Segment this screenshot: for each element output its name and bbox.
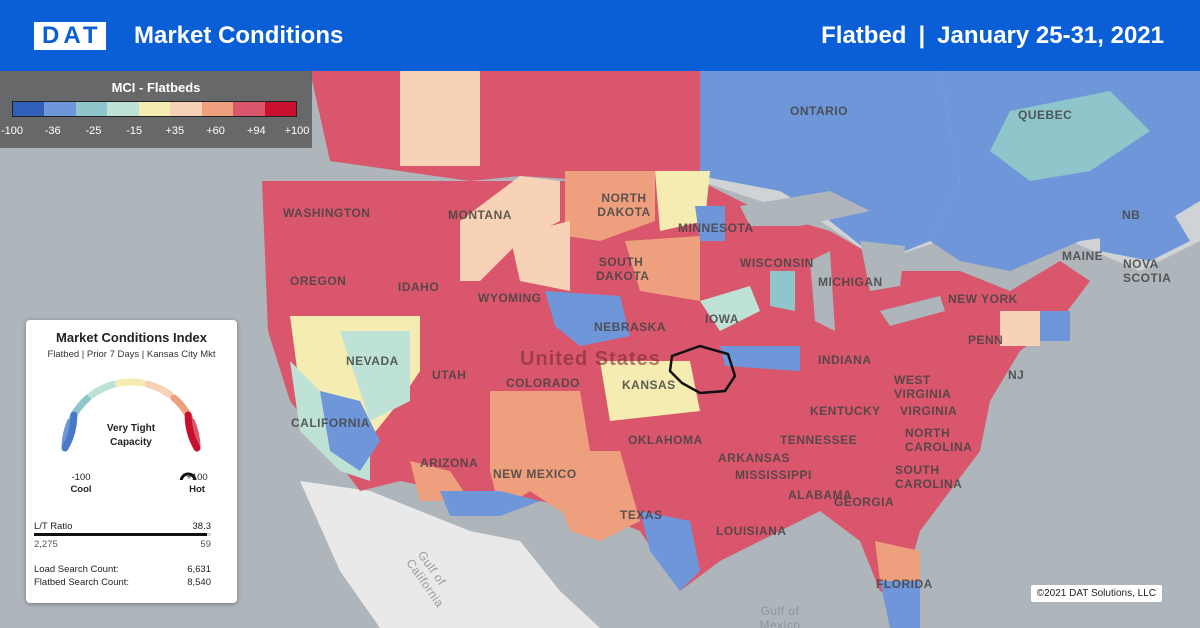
region-ontario[interactable]	[700, 71, 960, 261]
region-north-dakota[interactable]	[565, 171, 655, 241]
lt-ratio-value: 38.3	[192, 521, 212, 532]
lt-trucks: 59	[200, 539, 211, 550]
region-wyoming-north[interactable]	[510, 221, 570, 291]
gauge-min: -100 Cool	[66, 472, 96, 496]
legend-swatch	[233, 102, 265, 116]
page-title: Market Conditions	[134, 22, 344, 49]
legend-swatch	[170, 102, 202, 116]
lt-ratio-label: L/T Ratio	[34, 521, 73, 532]
lake-michigan	[810, 251, 835, 331]
legend-tick-label: +35	[165, 125, 185, 137]
region-iowa[interactable]	[700, 286, 760, 331]
region-nebraska-west[interactable]	[545, 291, 630, 346]
region-minnesota-west[interactable]	[655, 171, 710, 231]
panel-title: Market Conditions Index	[56, 330, 207, 345]
header-context: Flatbed | January 25-31, 2021	[821, 22, 1164, 50]
gauge-max-value: +100	[186, 472, 208, 483]
legend-color-scale	[12, 101, 297, 117]
mci-gauge	[61, 378, 201, 480]
equipment-type: Flatbed	[821, 22, 907, 49]
load-search-row: Load Search Count: 6,631	[34, 564, 211, 575]
legend-title: MCI - Flatbeds	[111, 80, 201, 95]
region-texas-west[interactable]	[540, 451, 640, 541]
legend-swatch	[264, 102, 296, 116]
gauge-max-label: Hot	[189, 484, 205, 495]
gauge-max: +100 Hot	[182, 472, 212, 496]
market-conditions-panel: Market Conditions Index Flatbed | Prior …	[26, 320, 237, 603]
region-california-south[interactable]	[320, 391, 380, 471]
region-nb-ns[interactable]	[1100, 191, 1190, 261]
lake-erie	[880, 296, 945, 326]
load-search-label: Load Search Count:	[34, 564, 119, 575]
lt-ratio-bar-fill	[34, 533, 207, 536]
legend-swatch	[13, 102, 45, 116]
lake-superior	[740, 191, 870, 226]
region-florida-south[interactable]	[880, 581, 920, 628]
mexico-land	[300, 481, 600, 628]
legend-ticks: -100 -36 -25 -15 +35 +60 +94 +100	[1, 125, 309, 139]
load-search-value: 6,631	[187, 564, 211, 575]
region-florida-central[interactable]	[875, 541, 920, 581]
legend-tick-label: +94	[246, 125, 266, 137]
legend-swatch	[138, 102, 171, 116]
flatbed-search-value: 8,540	[187, 577, 211, 588]
panel-subtitle: Flatbed | Prior 7 Days | Kansas City Mkt	[47, 349, 216, 360]
region-arizona-border[interactable]	[440, 491, 540, 516]
gauge-segment-end	[61, 411, 78, 452]
region-minnesota-central[interactable]	[695, 206, 725, 241]
legend-swatch	[75, 102, 108, 116]
gauge-segment	[144, 380, 174, 399]
header-bar: DAT Market Conditions Flatbed | January …	[0, 0, 1200, 71]
legend-tick-label: -100	[0, 125, 24, 137]
selected-market-outline[interactable]	[668, 344, 737, 395]
legend-tick-label: -36	[44, 125, 61, 137]
flatbed-search-row: Flatbed Search Count: 8,540	[34, 577, 211, 588]
gauge-min-value: -100	[71, 472, 91, 483]
region-missouri-east[interactable]	[720, 346, 800, 371]
legend-tick-label: -25	[85, 125, 102, 137]
lt-ratio-counts: 2,275 59	[34, 539, 211, 550]
region-montana-east[interactable]	[460, 176, 560, 281]
region-texas-south[interactable]	[640, 511, 700, 591]
lt-loads: 2,275	[34, 539, 58, 550]
region-wisconsin-south[interactable]	[770, 271, 795, 311]
gauge-arc	[61, 378, 201, 452]
lt-ratio-row: L/T Ratio 38.3	[34, 521, 211, 532]
header-separator: |	[918, 22, 926, 49]
gauge-segment-end	[184, 411, 201, 452]
region-south-dakota-east[interactable]	[625, 236, 700, 301]
gauge-indicator	[179, 472, 197, 480]
legend-swatch	[44, 102, 76, 116]
region-new-england[interactable]	[1040, 311, 1070, 341]
gauge-status: Very Tight Capacity	[106, 423, 156, 448]
copyright-notice: ©2021 DAT Solutions, LLC	[1030, 585, 1162, 602]
gauge-min-label: Cool	[70, 484, 92, 495]
date-range: January 25-31, 2021	[937, 22, 1164, 49]
legend-swatch	[201, 102, 234, 116]
gauge-segment	[115, 378, 147, 387]
region-kansas[interactable]	[600, 361, 700, 421]
legend-tick-label: -15	[126, 125, 143, 137]
mci-legend: MCI - Flatbeds -100 -36 -25 -15 +35 +60 +94 +10…	[0, 71, 312, 148]
legend-tick-label: +100	[284, 125, 310, 137]
dat-logo[interactable]: DAT	[34, 22, 106, 50]
legend-tick-label: +60	[206, 125, 225, 137]
legend-swatch	[107, 102, 139, 116]
region-nevada-south[interactable]	[340, 331, 410, 421]
lake-huron	[860, 241, 905, 291]
region-new-york-east[interactable]	[1000, 311, 1040, 346]
flatbed-search-label: Flatbed Search Count:	[34, 577, 130, 588]
gauge-segment	[88, 380, 118, 399]
region-canada-sask[interactable]	[400, 71, 480, 166]
region-quebec-east[interactable]	[990, 91, 1150, 181]
region-western-canada[interactable]	[310, 71, 700, 181]
map-canvas[interactable]	[0, 71, 1200, 628]
lt-ratio-bar	[34, 533, 211, 536]
